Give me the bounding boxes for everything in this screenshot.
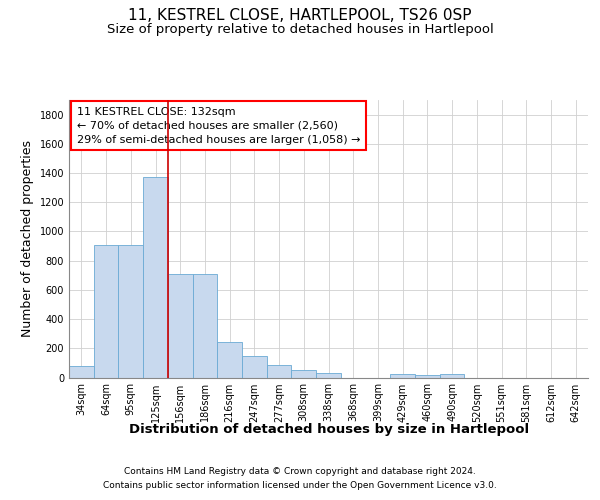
Text: 11, KESTREL CLOSE, HARTLEPOOL, TS26 0SP: 11, KESTREL CLOSE, HARTLEPOOL, TS26 0SP [128,8,472,22]
Text: Contains public sector information licensed under the Open Government Licence v3: Contains public sector information licen… [103,481,497,490]
Bar [168,274,193,378]
Bar [118,244,143,378]
Bar [292,370,316,378]
Text: Contains HM Land Registry data © Crown copyright and database right 2024.: Contains HM Land Registry data © Crown c… [124,468,476,476]
Bar [69,366,94,378]
Bar [94,244,118,378]
Text: Distribution of detached houses by size in Hartlepool: Distribution of detached houses by size … [129,422,529,436]
Bar [143,178,168,378]
Text: Size of property relative to detached houses in Hartlepool: Size of property relative to detached ho… [107,22,493,36]
Bar [316,373,341,378]
Text: 11 KESTREL CLOSE: 132sqm
← 70% of detached houses are smaller (2,560)
29% of sem: 11 KESTREL CLOSE: 132sqm ← 70% of detach… [77,107,360,145]
Bar [217,342,242,378]
Y-axis label: Number of detached properties: Number of detached properties [21,140,34,337]
Bar [267,365,292,378]
Bar [390,374,415,378]
Bar [440,374,464,378]
Bar [242,356,267,378]
Bar [193,274,217,378]
Bar [415,376,440,378]
